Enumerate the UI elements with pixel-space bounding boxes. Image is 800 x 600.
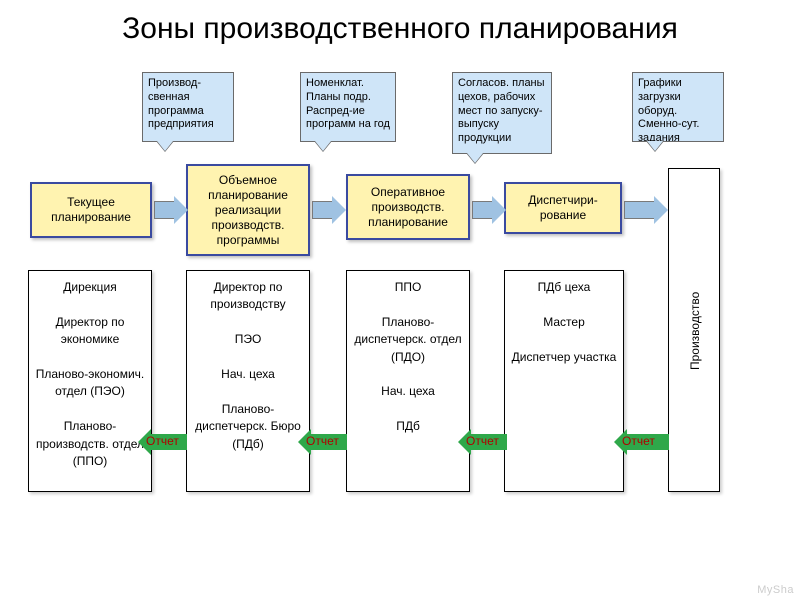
watermark: MySha (757, 584, 794, 596)
production-box: Производство (668, 168, 720, 492)
back-arrow-label-1: Отчет (306, 434, 339, 448)
dept-box-0: Дирекция Директор по экономике Планово-э… (28, 270, 152, 492)
callout-1: Номенклат. Планы подр. Распред-ие програ… (300, 72, 396, 142)
callout-3: Графики загрузки оборуд. Сменно-сут. зад… (632, 72, 724, 142)
production-label: Производство (688, 290, 702, 370)
stage-box-0: Текущее планирование (30, 182, 152, 238)
dept-box-3: ПДб цеха Мастер Диспетчер участка (504, 270, 624, 492)
dept-box-2: ППО Планово-диспетчерск. отдел (ПДО) Нач… (346, 270, 470, 492)
stage-box-3: Диспетчири-рование (504, 182, 622, 234)
stage-box-2: Оперативное производств. планирование (346, 174, 470, 240)
callout-2: Согласов. планы цехов, рабочих мест по з… (452, 72, 552, 154)
flowchart-diagram: Производ-свенная программа предприятия Но… (0, 52, 800, 572)
dept-box-1: Директор по производству ПЭО Нач. цеха П… (186, 270, 310, 492)
callout-0: Производ-свенная программа предприятия (142, 72, 234, 142)
page-title: Зоны производственного планирования (0, 0, 800, 52)
back-arrow-label-2: Отчет (466, 434, 499, 448)
back-arrow-label-3: Отчет (622, 434, 655, 448)
stage-box-1: Объемное планирование реализации произво… (186, 164, 310, 256)
back-arrow-label-0: Отчет (146, 434, 179, 448)
